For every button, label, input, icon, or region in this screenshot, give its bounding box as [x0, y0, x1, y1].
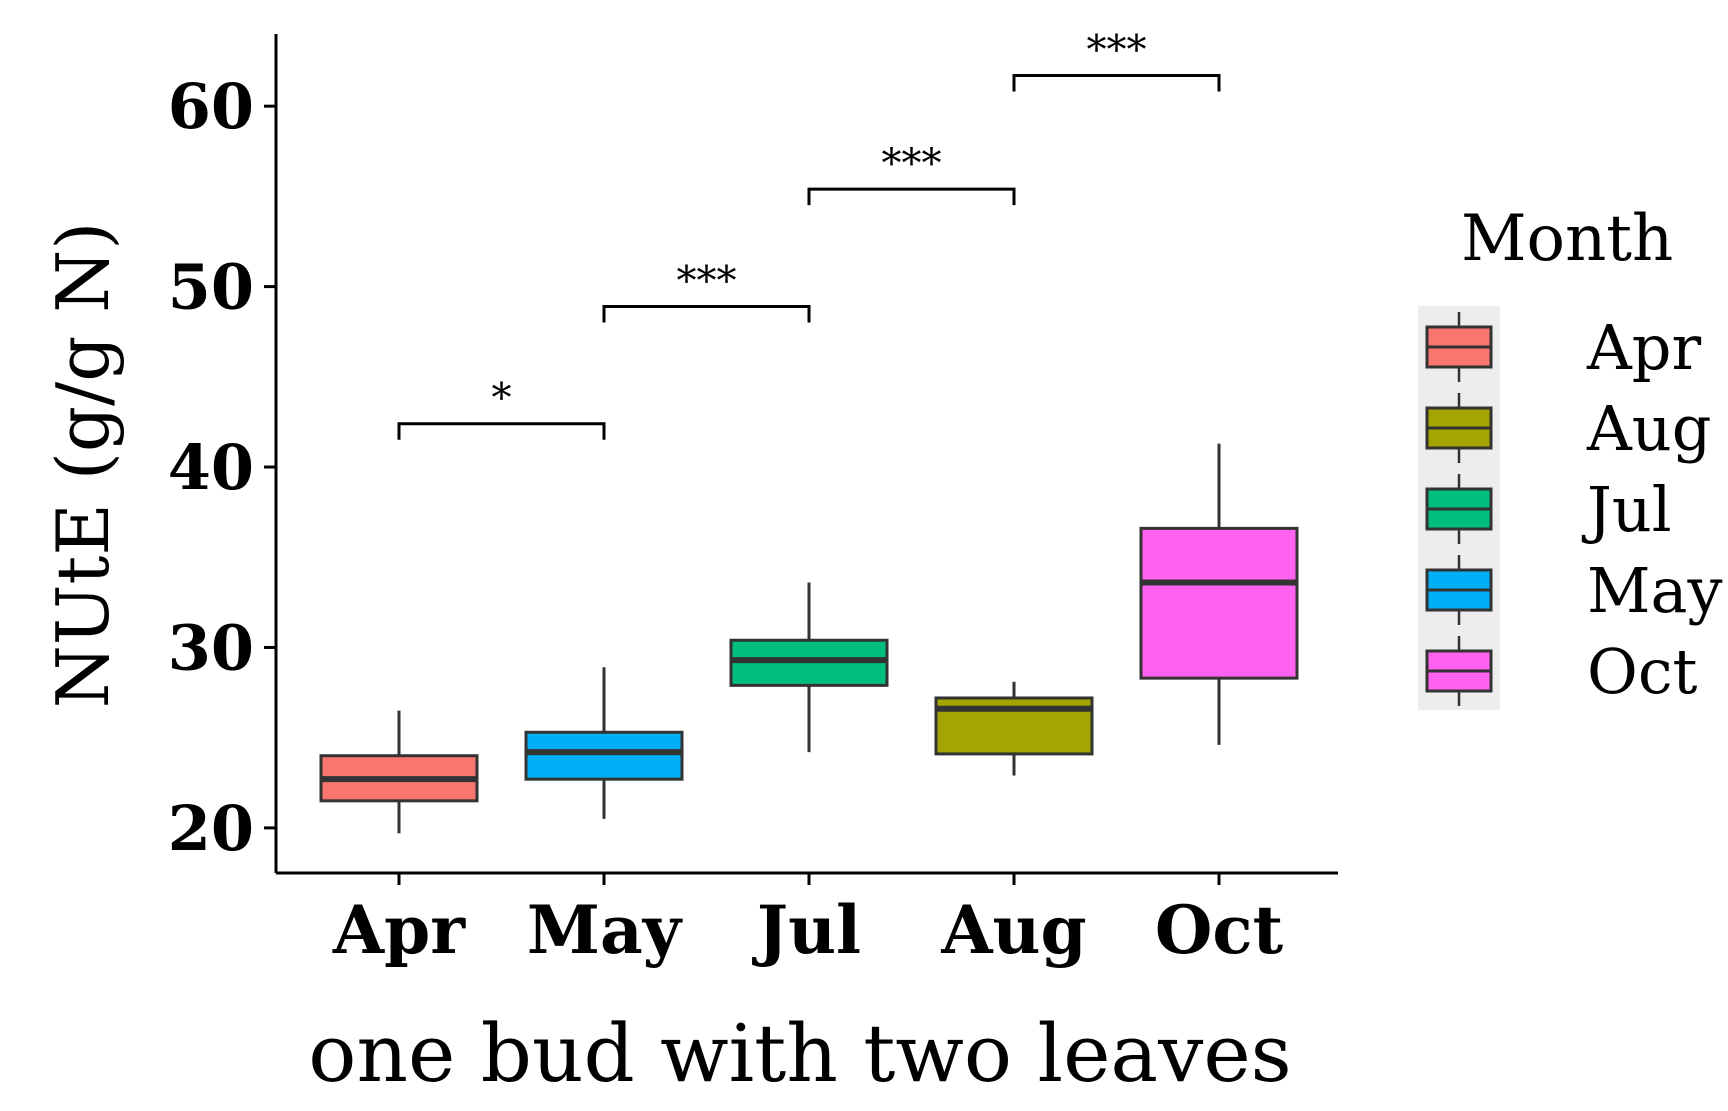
legend-item-jul: Jul — [1425, 473, 1672, 546]
significance-aug-oct: *** — [1012, 27, 1221, 92]
x-tick-label: Jul — [752, 891, 861, 969]
box-body — [1139, 526, 1299, 680]
legend-item-may: May — [1425, 554, 1722, 627]
y-tick-label: 60 — [168, 70, 254, 143]
x-axis: Apr May Jul Aug Oct — [276, 871, 1338, 969]
significance-label: *** — [1087, 27, 1147, 73]
significance-apr-may: * — [397, 376, 606, 440]
significance-brackets: ********** — [397, 27, 1221, 440]
legend-item-apr: Apr — [1425, 311, 1701, 384]
bracket — [1012, 73, 1221, 92]
x-tick-label: Aug — [940, 891, 1086, 969]
legend-item-oct: Oct — [1425, 635, 1698, 708]
box-body — [524, 730, 684, 781]
x-tick-label: May — [527, 891, 683, 969]
bracket — [602, 304, 811, 323]
legend-label: May — [1587, 554, 1722, 627]
x-tick-label: Oct — [1155, 891, 1284, 969]
significance-label: *** — [677, 258, 737, 304]
x-axis-label: one bud with two leaves — [308, 1007, 1291, 1100]
y-tick-label: 30 — [168, 611, 254, 684]
y-axis: 20 30 40 50 60 — [168, 34, 278, 873]
legend-label: Apr — [1586, 311, 1701, 384]
plot-area — [319, 443, 1299, 834]
legend-label: Jul — [1581, 473, 1672, 546]
significance-label: * — [492, 376, 512, 422]
legend-item-aug: Aug — [1425, 392, 1711, 465]
box-apr — [319, 710, 479, 834]
legend: Month Apr Aug Jul May Oct — [1418, 202, 1722, 710]
box-aug — [934, 681, 1094, 776]
y-axis-label: NUtE (g/g N) — [41, 222, 125, 709]
y-tick-label: 40 — [168, 431, 254, 504]
y-tick-label: 20 — [168, 792, 254, 865]
significance-label: *** — [882, 141, 942, 187]
legend-label: Oct — [1587, 635, 1698, 708]
significance-jul-aug: *** — [807, 141, 1016, 206]
box-oct — [1139, 443, 1299, 745]
bracket — [807, 187, 1016, 206]
x-tick-label: Apr — [332, 891, 466, 969]
box-jul — [729, 582, 889, 753]
y-tick-label: 50 — [168, 251, 254, 324]
box-may — [524, 667, 684, 819]
significance-may-jul: *** — [602, 258, 811, 323]
legend-title: Month — [1461, 202, 1673, 276]
legend-label: Aug — [1586, 392, 1711, 465]
bracket — [397, 422, 606, 440]
